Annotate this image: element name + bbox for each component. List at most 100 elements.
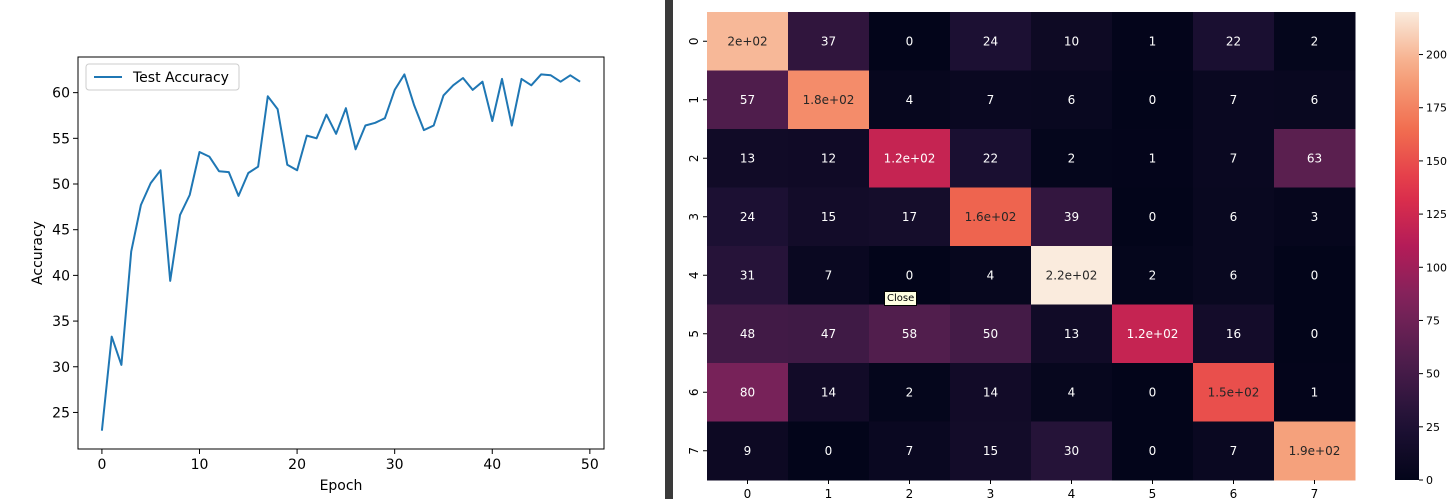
test-accuracy-line bbox=[100, 73, 581, 431]
heatmap-cell-label: 48 bbox=[740, 327, 755, 341]
heatmap-cell bbox=[1274, 70, 1356, 130]
col-tick-label: 4 bbox=[1068, 487, 1076, 499]
heatmap-cell-label: 0 bbox=[906, 268, 914, 282]
heatmap-cell bbox=[1274, 304, 1356, 364]
heatmap-cell bbox=[707, 70, 789, 130]
heatmap-cell bbox=[1031, 304, 1113, 364]
heatmap-cell bbox=[707, 129, 789, 188]
heatmap-cell-label: 15 bbox=[821, 210, 836, 224]
heatmap-cell-label: 0 bbox=[906, 34, 914, 48]
heatmap-cell-label: 6 bbox=[1311, 93, 1319, 107]
heatmap-cell-label: 47 bbox=[821, 327, 836, 341]
col-tick-label: 7 bbox=[1311, 487, 1319, 499]
close-tooltip[interactable]: Close bbox=[884, 291, 918, 306]
y-tick-label: 30 bbox=[52, 360, 70, 376]
heatmap-cell bbox=[1112, 70, 1194, 130]
heatmap-cell bbox=[1031, 12, 1113, 71]
heatmap-cell bbox=[1193, 363, 1275, 422]
colorbar-tick-label: 25 bbox=[1426, 421, 1440, 434]
heatmap-cell bbox=[1193, 187, 1275, 247]
col-tick-label: 6 bbox=[1230, 487, 1238, 499]
heatmap-cell-label: 6 bbox=[1230, 268, 1238, 282]
x-tick-label: 10 bbox=[191, 457, 209, 473]
heatmap-cell bbox=[1031, 363, 1113, 422]
heatmap-cell bbox=[707, 12, 789, 71]
heatmap-cell bbox=[1112, 363, 1194, 422]
heatmap-cell-label: 7 bbox=[1230, 93, 1238, 107]
heatmap-cell bbox=[1274, 246, 1356, 305]
heatmap-cell-label: 39 bbox=[1064, 210, 1079, 224]
colorbar-tick-label: 100 bbox=[1426, 261, 1447, 274]
colorbar-tick-label: 0 bbox=[1426, 474, 1433, 487]
heatmap-cell bbox=[869, 12, 951, 71]
heatmap-cell bbox=[869, 129, 951, 188]
line-chart: 0 10 20 30 40 50 25 30 35 40 45 50 55 60 Epoch Accur… bbox=[30, 56, 605, 494]
heatmap-cell bbox=[788, 304, 870, 364]
heatmap-cell-label: 4 bbox=[1068, 385, 1076, 399]
heatmap-cell bbox=[707, 421, 789, 481]
heatmap-cell bbox=[869, 421, 951, 481]
heatmap-cell-label: 80 bbox=[740, 385, 755, 399]
heatmap-cell-label: 1.5e+02 bbox=[1208, 385, 1260, 399]
heatmap-cell bbox=[1031, 246, 1113, 305]
heatmap-cell-label: 9 bbox=[744, 444, 752, 458]
heatmap-cell-label: 12 bbox=[821, 151, 836, 165]
heatmap-cell bbox=[950, 187, 1032, 247]
heatmap-cell-label: 13 bbox=[1064, 327, 1079, 341]
heatmap-cell bbox=[788, 187, 870, 247]
heatmap-cell bbox=[869, 304, 951, 364]
heatmap-cell-label: 1.8e+02 bbox=[803, 93, 855, 107]
heatmap-cell bbox=[1112, 421, 1194, 481]
heatmap-cell bbox=[950, 421, 1032, 481]
colorbar bbox=[1395, 12, 1419, 480]
heatmap-cell bbox=[1193, 70, 1275, 130]
x-tick-label: 0 bbox=[97, 457, 106, 473]
row-tick-label: 2 bbox=[687, 154, 701, 162]
heatmap-cell-label: 16 bbox=[1226, 327, 1241, 341]
heatmap-cell-label: 2 bbox=[1149, 268, 1157, 282]
heatmap-cell-label: 7 bbox=[1230, 444, 1238, 458]
heatmap-cell bbox=[1112, 304, 1194, 364]
heatmap-panel: 2e+02 37 0 24 10 1 22 2 57 1.8e+02 4 7 6 0 7 6 13 12 1.2e+… bbox=[673, 0, 1450, 501]
heatmap-cell-label: 4 bbox=[987, 268, 995, 282]
col-tick-label: 1 bbox=[825, 487, 833, 499]
heatmap-cell-label: 4 bbox=[906, 93, 914, 107]
heatmap-cell bbox=[1112, 129, 1194, 188]
heatmap-cell-label: 6 bbox=[1068, 93, 1076, 107]
row-tick-label: 5 bbox=[687, 330, 701, 338]
heatmap-cell bbox=[788, 129, 870, 188]
heatmap-cell-label: 24 bbox=[740, 210, 755, 224]
heatmap-cell bbox=[1274, 363, 1356, 422]
y-tick-label: 35 bbox=[52, 314, 70, 330]
colorbar-tick-label: 50 bbox=[1426, 368, 1440, 381]
heatmap-cell bbox=[869, 363, 951, 422]
heatmap-cell-label: 1.2e+02 bbox=[1127, 327, 1179, 341]
heatmap-cell-label: 22 bbox=[983, 151, 998, 165]
y-tick-label: 45 bbox=[52, 223, 70, 239]
heatmap-cell-label: 14 bbox=[821, 385, 836, 399]
heatmap-cell bbox=[1193, 304, 1275, 364]
colorbar-tick-label: 175 bbox=[1426, 102, 1447, 115]
heatmap-cell-label: 31 bbox=[740, 268, 755, 282]
x-tick-label: 20 bbox=[288, 457, 306, 473]
colorbar-tick-label: 75 bbox=[1426, 314, 1440, 327]
y-axis-label: Accuracy bbox=[30, 221, 46, 285]
plot-frame bbox=[77, 56, 605, 450]
heatmap-cell-label: 0 bbox=[1149, 93, 1157, 107]
x-tick-label: 30 bbox=[386, 457, 404, 473]
heatmap-cell bbox=[950, 12, 1032, 71]
x-tick-label: 50 bbox=[581, 457, 599, 473]
row-tick-label: 0 bbox=[687, 37, 701, 45]
x-axis-label: Epoch bbox=[320, 478, 363, 494]
legend-label: Test Accuracy bbox=[132, 70, 229, 86]
heatmap-cell-label: 0 bbox=[1149, 210, 1157, 224]
heatmap-cell-label: 1.6e+02 bbox=[965, 210, 1017, 224]
heatmap-cell bbox=[707, 187, 789, 247]
heatmap-cell bbox=[1274, 421, 1356, 481]
heatmap-cell bbox=[869, 187, 951, 247]
heatmap-cell bbox=[950, 363, 1032, 422]
heatmap-cell-label: 2 bbox=[1068, 151, 1076, 165]
colorbar-tick-label: 125 bbox=[1426, 208, 1447, 221]
heatmap-cell-label: 7 bbox=[906, 444, 914, 458]
y-tick-label: 50 bbox=[52, 177, 70, 193]
